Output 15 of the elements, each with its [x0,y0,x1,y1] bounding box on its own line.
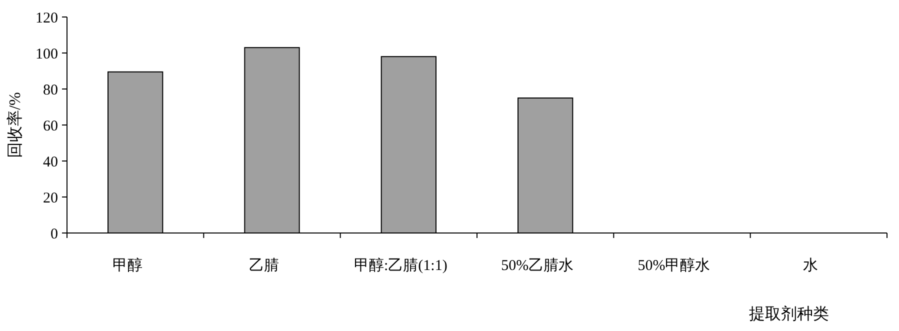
x-tick-label: 50%甲醇水 [638,257,710,274]
x-tick-label: 乙腈 [249,257,279,274]
y-tick-label: 40 [43,154,58,170]
y-tick-label: 60 [43,118,58,134]
x-tick-label: 甲醇 [112,257,142,274]
y-tick-label: 20 [43,190,58,206]
y-tick-label: 80 [43,82,58,98]
y-tick-label: 120 [36,10,58,26]
y-tick-label: 100 [36,46,58,62]
x-tick-label: 50%乙腈水 [501,257,574,274]
x-axis-title: 提取剂种类 [749,305,829,323]
x-tick-label: 水 [803,257,818,274]
x-tick-label: 甲醇:乙腈(1:1) [354,257,448,274]
y-axis-title: 回收率/% [6,92,24,158]
y-tick-label: 0 [50,226,58,242]
